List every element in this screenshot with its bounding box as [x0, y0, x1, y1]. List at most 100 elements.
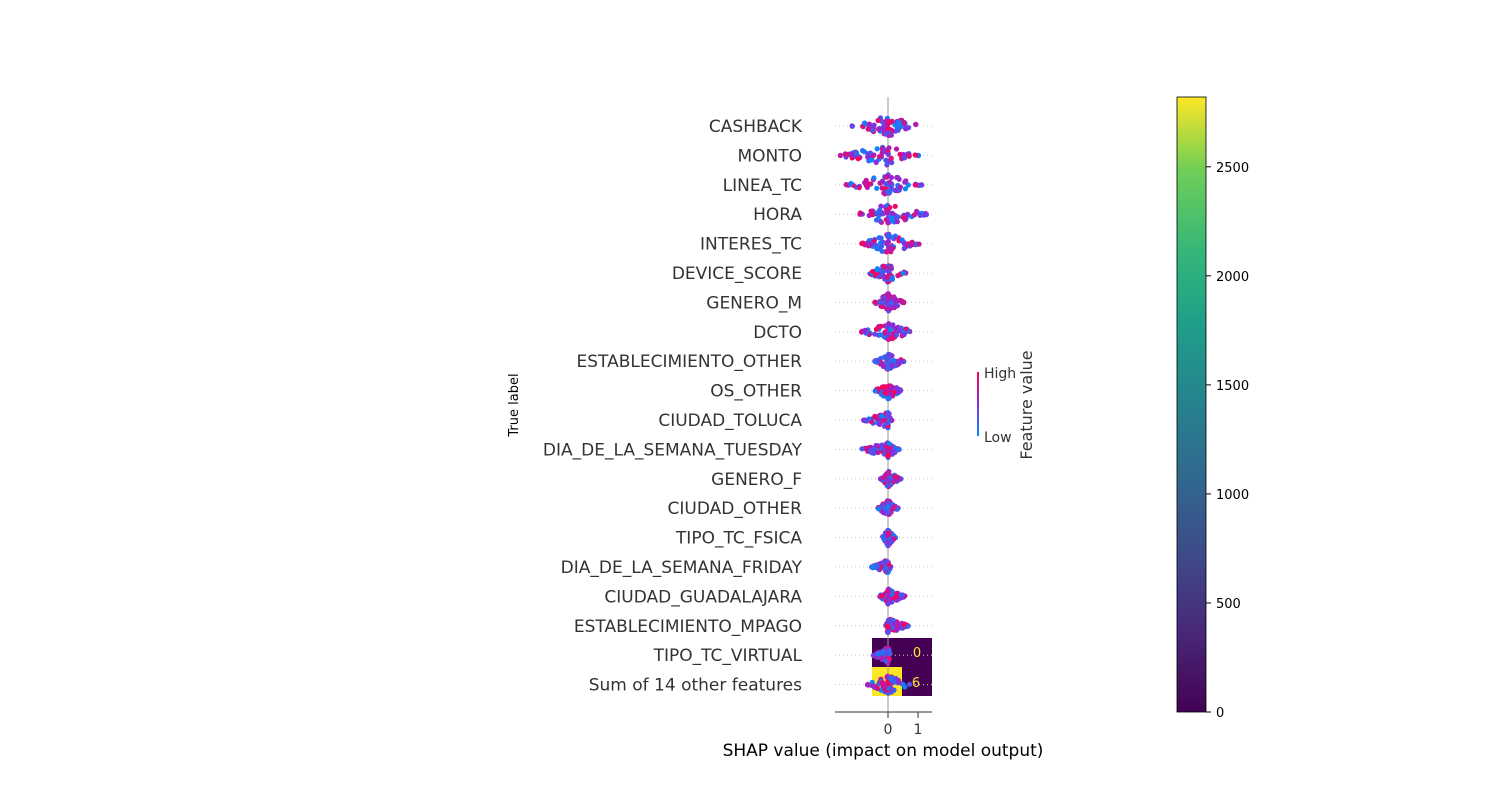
shap-point	[891, 504, 897, 510]
shap-point	[892, 478, 898, 484]
feature-label: MONTO	[737, 146, 802, 166]
shap-point	[881, 475, 888, 481]
shap-point	[885, 540, 891, 546]
colorbar-ticks: 0 500 1000 1500 2000 2500	[1206, 161, 1249, 721]
shap-point	[864, 418, 870, 424]
shap-point	[889, 160, 895, 166]
shap-point	[881, 384, 887, 390]
shap-point	[888, 675, 894, 681]
shap-point	[885, 411, 891, 417]
shap-point	[885, 617, 892, 623]
shap-point	[876, 126, 882, 132]
x-tick-1: 1	[914, 722, 923, 738]
shap-point	[874, 267, 880, 273]
shap-point	[885, 126, 891, 132]
shap-point	[894, 124, 901, 130]
shap-point	[876, 274, 882, 280]
shap-point	[865, 126, 871, 132]
shap-point	[884, 558, 890, 564]
shap-point	[867, 150, 874, 156]
shap-point	[895, 389, 901, 395]
shap-point	[896, 359, 903, 365]
shap-point	[879, 413, 885, 419]
feature-label: LINEA_TC	[723, 176, 802, 196]
shap-point	[854, 150, 860, 156]
shap-point	[872, 388, 878, 394]
shap-point	[901, 245, 907, 252]
feature-label: CIUDAD_TOLUCA	[658, 411, 802, 431]
feature-label: OS_OTHER	[710, 382, 802, 402]
colorbar-tick-label: 0	[1216, 706, 1224, 721]
shap-point	[884, 421, 890, 427]
shap-point	[874, 685, 881, 692]
shap-point	[866, 121, 873, 127]
feature-label: DIA_DE_LA_SEMANA_TUESDAY	[543, 440, 803, 460]
shap-point	[860, 148, 866, 154]
shap-point	[863, 177, 869, 183]
shap-point	[849, 123, 855, 129]
shap-point	[894, 590, 900, 596]
shap-point	[868, 157, 875, 163]
shap-point	[883, 356, 889, 362]
shap-point	[871, 122, 877, 128]
shap-point	[912, 152, 918, 158]
shap-point	[885, 268, 891, 274]
shap-point	[883, 118, 889, 124]
shap-point	[903, 326, 909, 332]
shap-point	[886, 351, 893, 358]
shap-point	[877, 476, 884, 482]
shap-point	[875, 651, 881, 657]
feature-value-legend: High Low Feature value	[977, 350, 1036, 460]
feature-labels: CASHBACK MONTO LINEA_TC HORA INTERES_TC DEVIC…	[543, 117, 803, 696]
legend-high-label: High	[984, 366, 1016, 382]
shap-point	[889, 210, 896, 216]
shap-point	[866, 682, 872, 688]
feature-label: CASHBACK	[709, 117, 803, 137]
shap-point	[885, 239, 892, 245]
shap-point	[883, 131, 889, 137]
shap-point	[907, 681, 913, 687]
shap-point	[901, 215, 907, 221]
feature-label: GENERO_M	[706, 293, 802, 313]
shap-point	[870, 564, 876, 570]
shap-point	[879, 593, 885, 599]
feature-label: DIA_DE_LA_SEMANA_FRIDAY	[561, 558, 803, 578]
feature-label: TIPO_TC_VIRTUAL	[653, 646, 803, 666]
shap-point	[887, 179, 893, 185]
beeswarm-points	[837, 115, 930, 696]
shap-point	[886, 145, 892, 151]
shap-point	[882, 684, 888, 690]
shap-point	[886, 441, 892, 447]
shap-point	[876, 154, 883, 160]
colorbar-tick-label: 500	[1216, 597, 1241, 612]
shap-point	[891, 444, 897, 450]
shap-point	[901, 621, 908, 627]
shap-point	[906, 153, 912, 159]
shap-point	[890, 245, 896, 251]
shap-point	[879, 680, 886, 686]
shap-point	[871, 683, 877, 689]
shap-point	[884, 274, 890, 280]
shap-point	[885, 471, 891, 477]
shap-point	[884, 483, 890, 489]
shap-point	[885, 453, 891, 459]
shap-point	[885, 384, 891, 390]
shap-point	[885, 366, 891, 372]
shap-point	[862, 120, 868, 126]
shap-point	[880, 269, 886, 275]
shap-point	[878, 203, 884, 209]
shap-point	[893, 146, 900, 152]
shap-point	[886, 246, 892, 252]
shap-point	[887, 189, 893, 195]
shap-point	[892, 203, 898, 209]
shap-point	[892, 187, 898, 193]
shap-point	[869, 128, 876, 134]
shap-point	[879, 360, 885, 366]
shap-point	[879, 119, 885, 125]
shap-point	[877, 218, 883, 224]
feature-label: ESTABLECIMIENTO_OTHER	[577, 352, 803, 372]
x-tick-0: 0	[884, 722, 893, 738]
shap-point	[887, 204, 893, 211]
feature-value-bar	[977, 372, 979, 436]
shap-point	[881, 536, 887, 543]
